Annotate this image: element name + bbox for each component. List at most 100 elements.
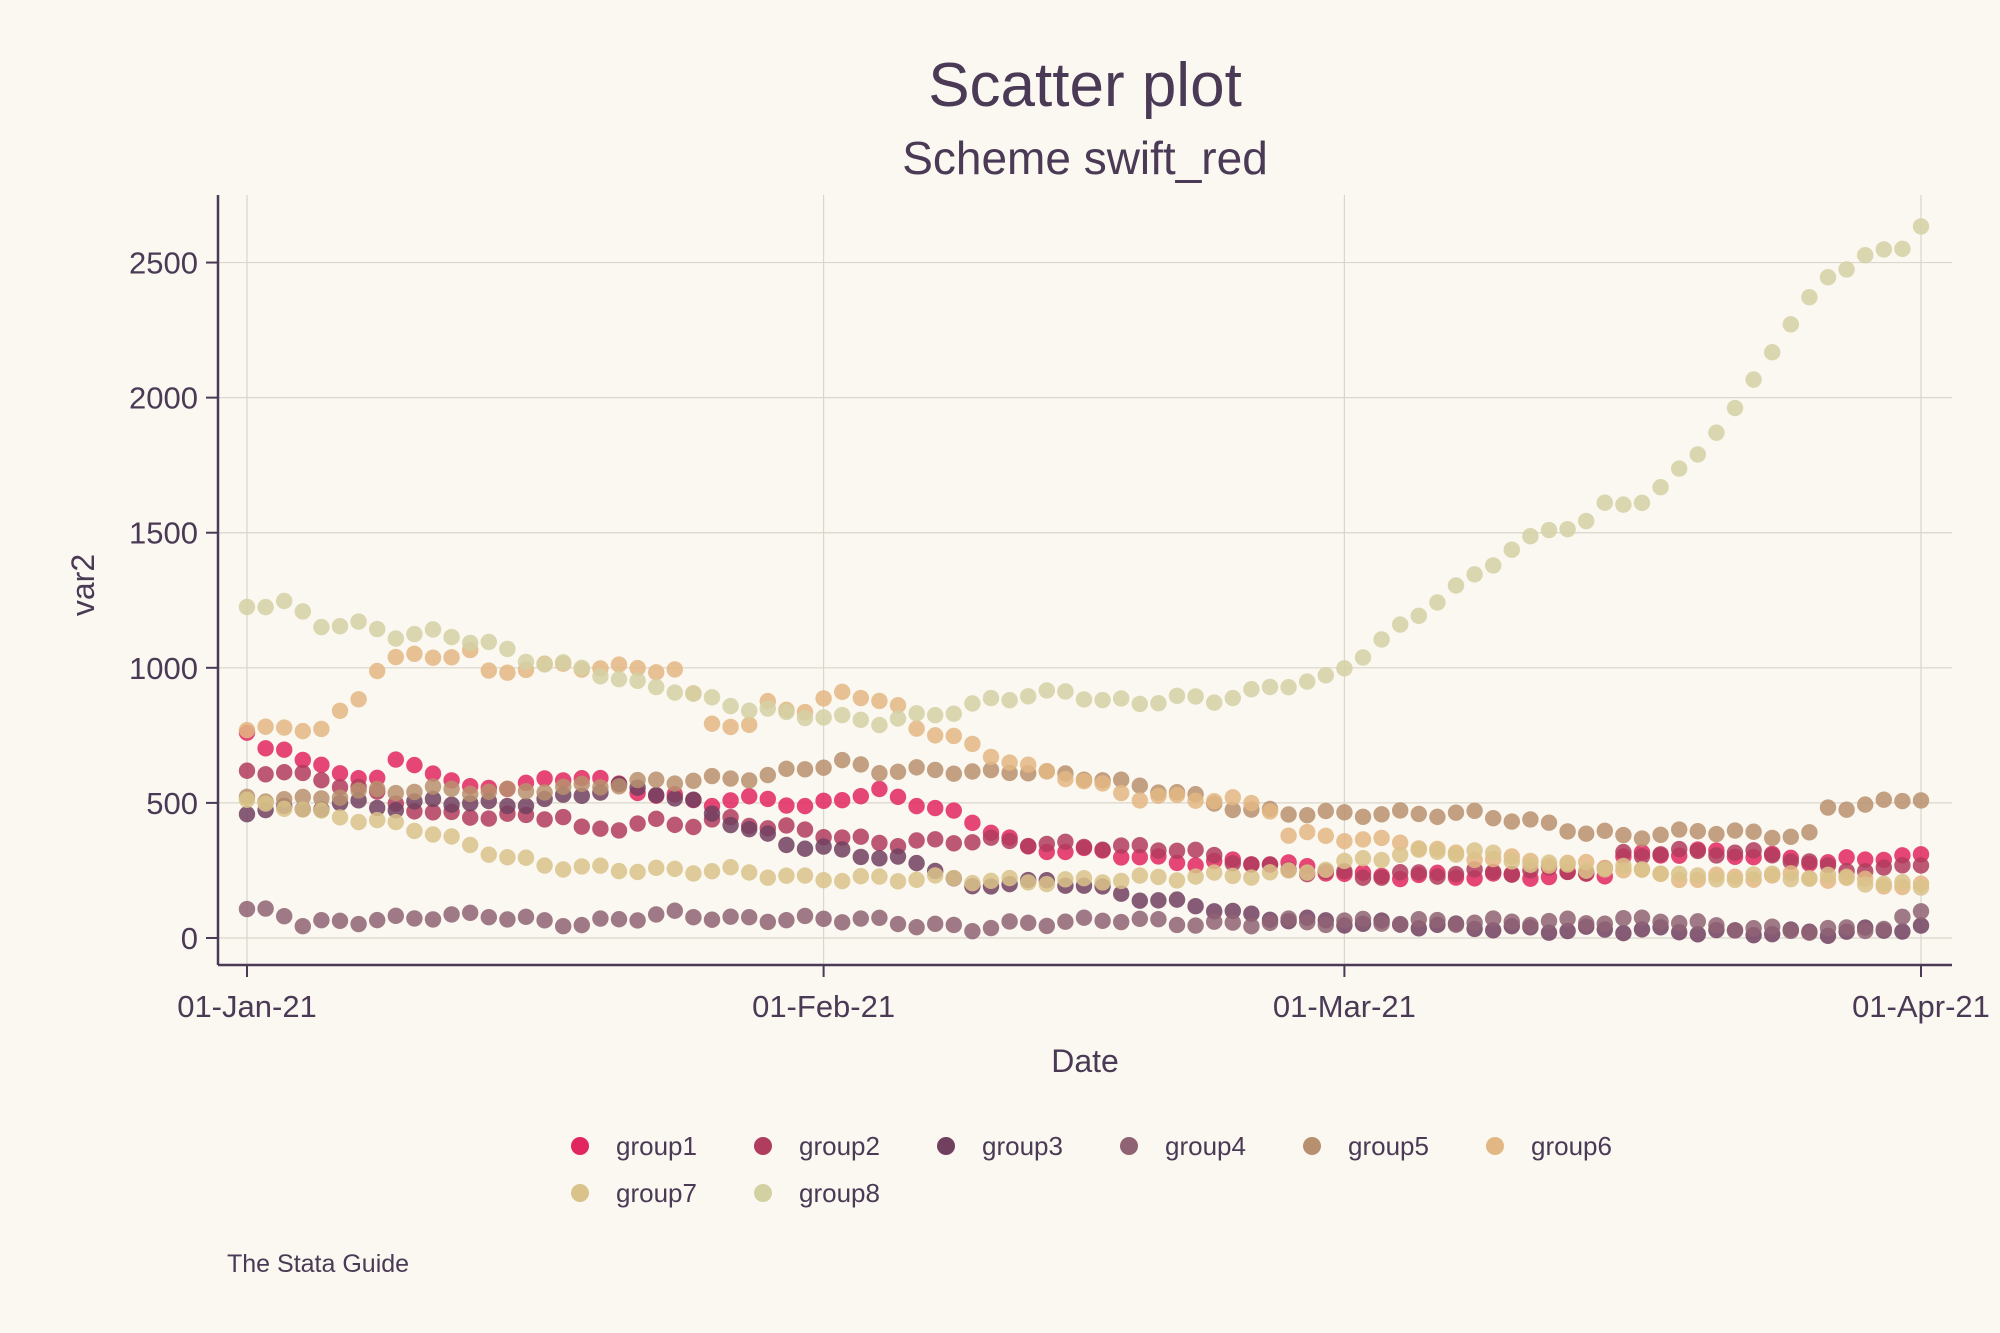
point-group1 [741, 788, 758, 805]
point-group4 [1708, 917, 1725, 934]
point-group6 [1075, 772, 1093, 790]
point-group4 [1819, 919, 1837, 937]
point-group6 [1001, 754, 1018, 771]
point-group7 [964, 874, 981, 892]
point-group3 [871, 850, 888, 867]
point-group5 [555, 778, 572, 795]
point-group4 [462, 904, 479, 921]
point-group1 [778, 797, 795, 814]
point-group8 [908, 705, 925, 722]
point-group6 [1336, 832, 1353, 850]
point-group2 [1782, 853, 1800, 870]
point-group5 [1131, 777, 1149, 794]
point-group5 [1782, 828, 1800, 846]
point-group7 [927, 867, 944, 884]
point-group6 [1113, 784, 1130, 802]
point-group8 [1113, 690, 1130, 707]
legend-label-group7: group7 [616, 1178, 697, 1208]
point-group4 [1801, 924, 1818, 941]
point-group5 [815, 759, 832, 776]
point-group7 [815, 871, 832, 889]
point-group2 [1447, 865, 1465, 883]
point-group7 [722, 859, 739, 876]
point-group2 [1038, 835, 1056, 853]
point-group8 [294, 603, 311, 620]
point-group5 [499, 780, 516, 798]
point-group2 [871, 834, 888, 852]
point-group5 [1671, 821, 1688, 838]
point-group3 [443, 796, 460, 813]
point-group2 [1019, 837, 1037, 855]
point-group7 [1615, 857, 1632, 875]
point-group4 [294, 918, 311, 935]
point-group8 [238, 598, 256, 616]
point-group8 [964, 695, 981, 712]
point-group2 [555, 808, 572, 826]
point-group4 [1150, 911, 1167, 928]
point-group7 [294, 801, 311, 818]
point-group4 [796, 907, 814, 925]
chart-note: The Stata Guide [227, 1250, 409, 1278]
legend-label-group2: group2 [799, 1131, 880, 1161]
point-group4 [1522, 916, 1539, 934]
point-group5 [331, 789, 349, 806]
point-group8 [1540, 521, 1558, 539]
point-group7 [331, 809, 349, 826]
legend-label-group6: group6 [1531, 1131, 1612, 1161]
point-group8 [1187, 688, 1204, 705]
point-group7 [852, 868, 869, 885]
point-group8 [1317, 667, 1335, 684]
point-group2 [1001, 832, 1018, 850]
point-group2 [1875, 859, 1893, 876]
point-group4 [1317, 916, 1335, 934]
point-group2 [1354, 869, 1372, 886]
legend-marker-group7 [571, 1184, 589, 1202]
point-group8 [480, 633, 497, 651]
point-group6 [424, 649, 442, 666]
point-group7 [1633, 861, 1651, 878]
point-group8 [648, 678, 665, 696]
point-group8 [1708, 424, 1725, 441]
point-group5 [1485, 809, 1502, 827]
point-group7 [1019, 874, 1037, 891]
point-group5 [1801, 824, 1818, 841]
point-group7 [517, 849, 535, 866]
point-group3 [499, 797, 516, 815]
point-group4 [703, 911, 721, 928]
legend-label-group8: group8 [799, 1178, 880, 1208]
point-group8 [1373, 631, 1390, 648]
point-group4 [871, 909, 888, 926]
point-group8 [1001, 692, 1018, 709]
point-group2 [852, 828, 869, 845]
point-group8 [834, 706, 851, 724]
point-group2 [1912, 857, 1930, 874]
point-group7 [1429, 843, 1446, 860]
point-group7 [276, 800, 293, 818]
point-group8 [1299, 673, 1316, 690]
point-group2 [257, 766, 274, 783]
point-group2 [1801, 853, 1818, 870]
point-group8 [1764, 344, 1781, 361]
point-group2 [1373, 869, 1390, 886]
point-group6 [1280, 827, 1297, 844]
point-group7 [406, 822, 423, 840]
point-group2 [610, 822, 628, 839]
point-group7 [1038, 875, 1056, 893]
point-group4 [1615, 910, 1632, 927]
point-group4 [1894, 908, 1911, 926]
point-group6 [1094, 775, 1111, 792]
point-group4 [517, 908, 535, 926]
point-group4 [1671, 914, 1688, 932]
legend-marker-group1 [571, 1137, 589, 1155]
point-group5 [945, 765, 962, 782]
legend-marker-group4 [1120, 1137, 1138, 1155]
point-group2 [1429, 868, 1446, 885]
point-group4 [1094, 912, 1111, 930]
point-group4 [1410, 911, 1428, 928]
point-group6 [276, 719, 293, 736]
point-group5 [1857, 796, 1874, 813]
point-group4 [387, 907, 404, 925]
point-group5 [1912, 792, 1930, 809]
point-group4 [1206, 913, 1223, 930]
point-group5 [294, 788, 311, 806]
